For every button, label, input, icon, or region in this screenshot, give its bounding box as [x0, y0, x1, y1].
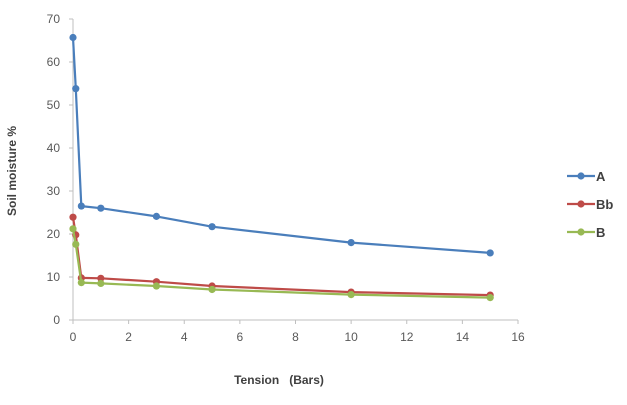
- data-point-a: [152, 212, 161, 220]
- data-point-a: [486, 249, 494, 257]
- x-tick-label: 14: [456, 330, 470, 344]
- legend-label-bb: Bb: [596, 197, 613, 212]
- legend: A Bb B: [567, 169, 613, 240]
- series-line-b: [71, 228, 491, 299]
- legend-label-b: B: [596, 225, 605, 240]
- data-point-a: [69, 33, 77, 42]
- data-point-b: [152, 282, 161, 290]
- x-tick-label: 0: [70, 330, 77, 344]
- y-tick-label: 60: [47, 55, 61, 69]
- y-tick-label: 40: [47, 141, 61, 155]
- data-point-a: [208, 223, 216, 231]
- y-tick-label: 20: [47, 227, 61, 241]
- plot-area: [69, 33, 494, 302]
- y-tick-label: 50: [47, 98, 61, 112]
- data-point-b: [77, 278, 85, 287]
- x-tick-label: 12: [400, 330, 414, 344]
- data-point-bb: [69, 213, 77, 221]
- data-point-a: [347, 239, 355, 247]
- data-point-a: [72, 85, 80, 93]
- x-tick-label: 16: [511, 330, 525, 344]
- x-tick-label: 6: [237, 330, 244, 344]
- series-line-a: [71, 37, 491, 254]
- data-point-a: [97, 204, 105, 212]
- data-point-b: [208, 285, 216, 294]
- y-tick-label: 30: [47, 184, 61, 198]
- data-point-bb: [97, 274, 105, 282]
- x-axis-title: Tension (Bars): [234, 373, 324, 387]
- x-tick-label: 4: [181, 330, 188, 344]
- data-point-b: [486, 294, 494, 302]
- y-tick-label: 10: [47, 270, 61, 284]
- x-tick-label: 8: [292, 330, 299, 344]
- data-point-b: [69, 225, 77, 233]
- data-point-b: [97, 279, 105, 288]
- y-tick-label: 0: [53, 313, 60, 327]
- x-tick-label: 2: [125, 330, 132, 344]
- legend-marker-a: [577, 172, 585, 180]
- y-axis-title: Soil moisture %: [5, 126, 19, 216]
- axes: 0 2 4 6 8 10 12 14 16 0 10 20 30 40 50 60 70: [47, 12, 525, 344]
- series-line-bb: [71, 217, 491, 297]
- x-tick-label: 10: [344, 330, 358, 344]
- legend-marker-bb: [577, 200, 585, 208]
- data-point-b: [347, 291, 355, 299]
- data-point-a: [77, 202, 85, 210]
- legend-marker-b: [577, 228, 585, 236]
- legend-label-a: A: [596, 169, 606, 184]
- data-point-b: [72, 240, 80, 248]
- y-tick-label: 70: [47, 12, 61, 26]
